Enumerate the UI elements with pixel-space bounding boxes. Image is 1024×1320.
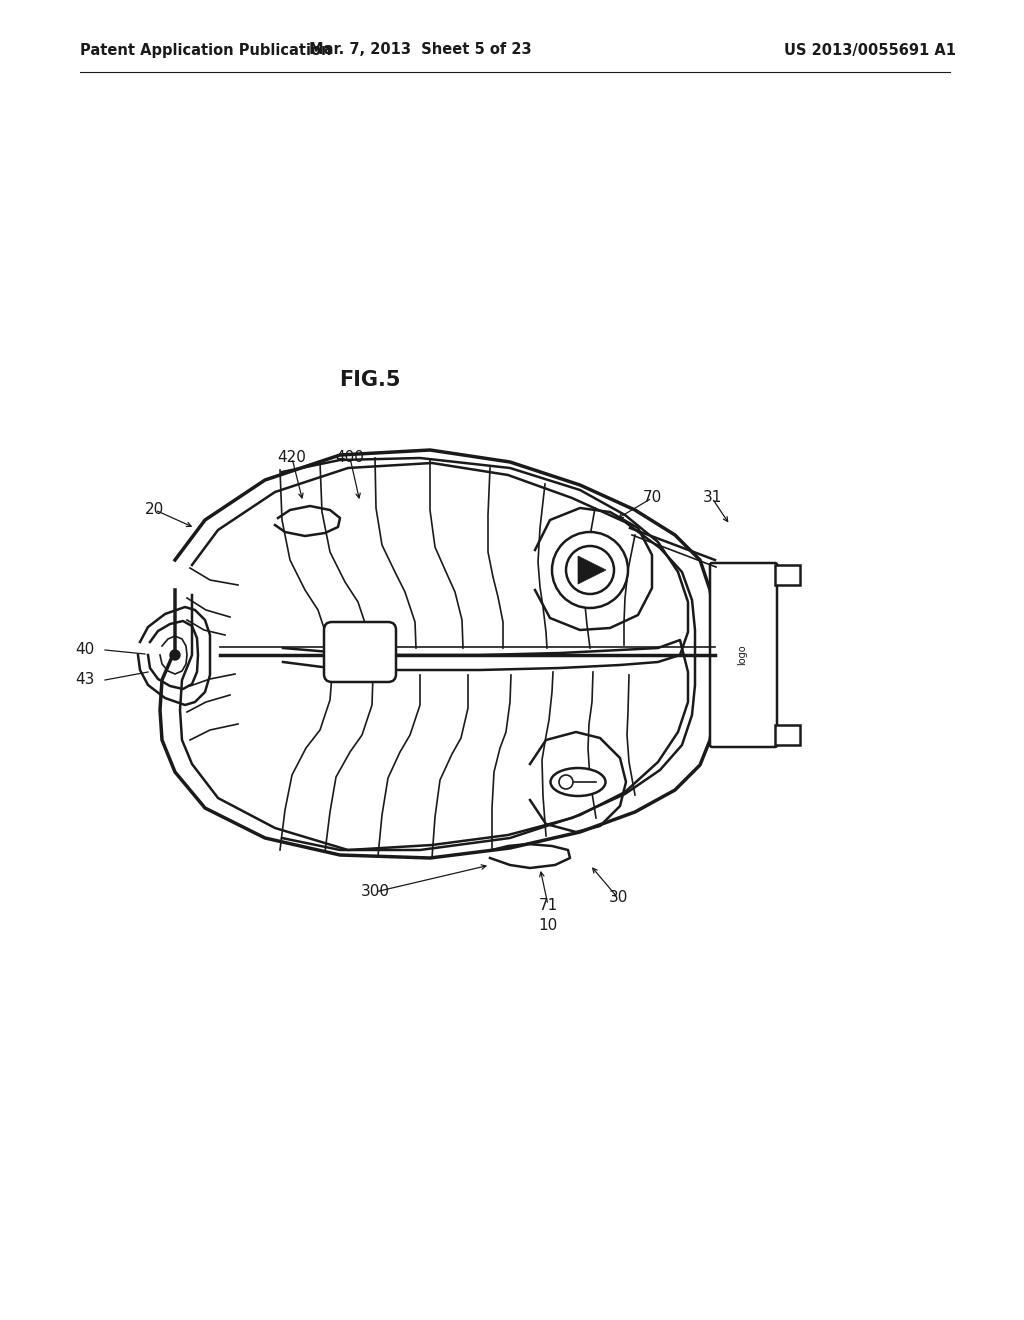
Text: 420: 420	[278, 450, 306, 466]
FancyBboxPatch shape	[710, 564, 777, 747]
Ellipse shape	[551, 768, 605, 796]
Bar	[775, 725, 800, 744]
FancyBboxPatch shape	[324, 622, 396, 682]
Text: 300: 300	[360, 884, 389, 899]
Circle shape	[170, 649, 180, 660]
Circle shape	[552, 532, 628, 609]
Text: 43: 43	[76, 672, 94, 688]
Circle shape	[559, 775, 573, 789]
Text: 30: 30	[608, 891, 628, 906]
Text: logo: logo	[737, 644, 746, 665]
Text: 40: 40	[76, 643, 94, 657]
Text: US 2013/0055691 A1: US 2013/0055691 A1	[784, 42, 956, 58]
Text: 10: 10	[539, 917, 558, 932]
Polygon shape	[578, 556, 606, 583]
Text: 70: 70	[642, 491, 662, 506]
Text: 20: 20	[145, 503, 165, 517]
Text: FIG.5: FIG.5	[339, 370, 400, 389]
Text: Mar. 7, 2013  Sheet 5 of 23: Mar. 7, 2013 Sheet 5 of 23	[308, 42, 531, 58]
Text: Patent Application Publication: Patent Application Publication	[80, 42, 332, 58]
Text: 400: 400	[336, 450, 365, 466]
Circle shape	[566, 546, 614, 594]
Text: 71: 71	[539, 898, 558, 912]
Text: 31: 31	[702, 491, 722, 506]
Bar	[775, 565, 800, 585]
